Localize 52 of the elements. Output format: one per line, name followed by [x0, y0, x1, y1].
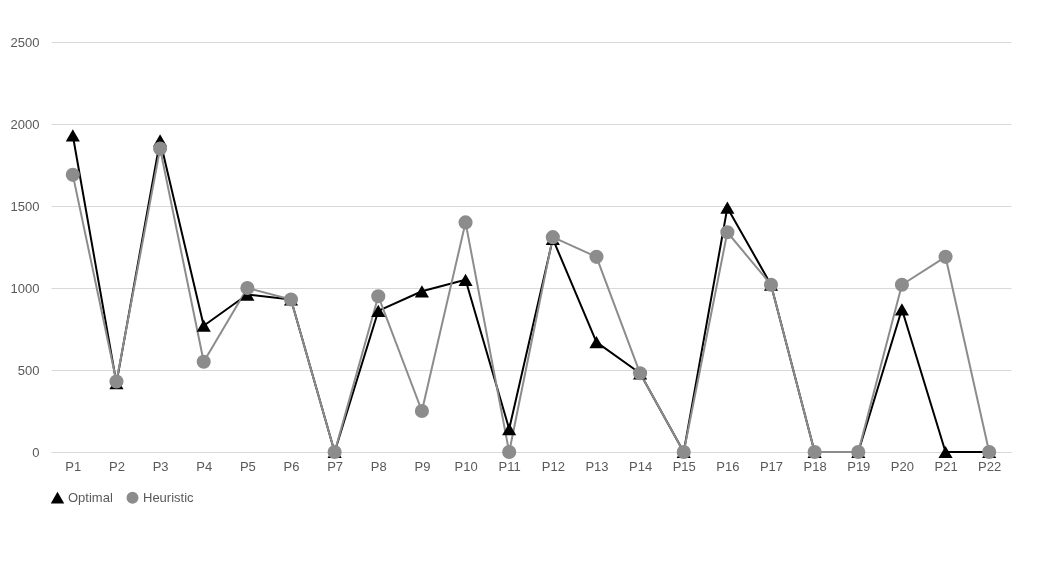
x-tick-label: P7	[327, 458, 344, 474]
point	[458, 273, 473, 286]
x-tick-label: P21	[934, 458, 958, 474]
x-tick-label: P12	[541, 458, 565, 474]
x-tick-label: P18	[803, 458, 827, 474]
point	[720, 225, 735, 240]
point	[502, 422, 517, 436]
point	[589, 249, 604, 264]
point	[589, 336, 604, 349]
y-tick-label: 2500	[10, 34, 40, 50]
point	[240, 280, 255, 296]
point	[196, 319, 211, 332]
point	[371, 304, 386, 318]
point	[894, 303, 909, 316]
y-tick-label: 1000	[10, 280, 40, 296]
point	[414, 403, 429, 419]
point	[894, 277, 909, 292]
x-tick-label: P11	[498, 458, 521, 474]
x-tick-label: P15	[672, 458, 696, 474]
point	[938, 249, 953, 264]
point	[458, 215, 473, 230]
x-tick-label: P9	[414, 458, 431, 474]
point	[720, 201, 735, 214]
point	[414, 285, 429, 298]
x-tick-label: P19	[847, 458, 871, 474]
y-tick-label: 500	[17, 362, 40, 378]
point	[371, 289, 386, 304]
x-tick-label: P6	[283, 458, 300, 474]
point	[153, 141, 168, 156]
x-tick-label: P8	[370, 458, 387, 474]
point	[196, 354, 211, 369]
x-tick-label: P10	[454, 458, 478, 474]
x-tick-label: P16	[716, 458, 740, 474]
point	[502, 444, 517, 460]
x-tick-label: P2	[109, 458, 125, 474]
point	[65, 167, 80, 182]
y-tick-label: 2000	[10, 116, 40, 132]
x-tick-label: P3	[152, 458, 169, 474]
x-tick-label: P14	[629, 458, 653, 474]
point	[65, 129, 80, 142]
legend-label: Heuristic	[143, 489, 195, 505]
y-tick-label: 1500	[10, 198, 40, 214]
x-tick-label: P13	[585, 458, 609, 474]
point	[938, 445, 953, 459]
x-tick-label: P17	[759, 458, 784, 474]
x-tick-label: P22	[978, 458, 1002, 474]
x-tick-label: P4	[196, 458, 213, 474]
y-tick-label: 0	[32, 444, 40, 460]
x-tick-label: P1	[65, 458, 82, 474]
legend-label: Optimal	[68, 490, 113, 506]
x-tick-label: P5	[239, 458, 256, 474]
x-tick-label: P20	[890, 458, 914, 474]
